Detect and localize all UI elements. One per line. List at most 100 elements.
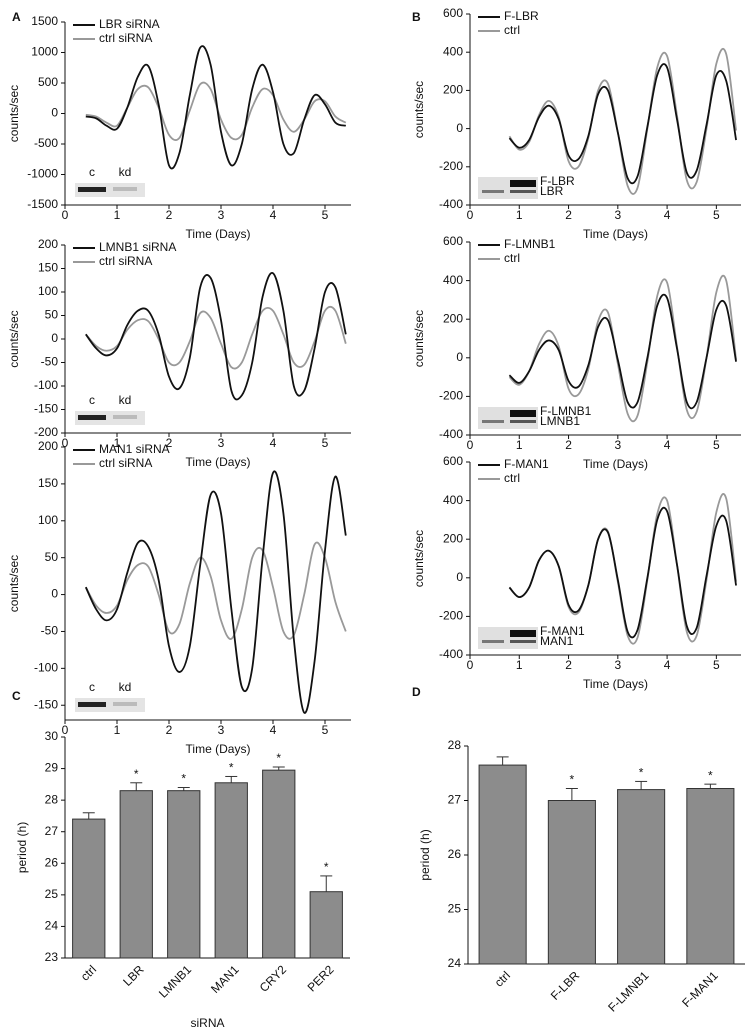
- series-line: [508, 63, 737, 185]
- x-tick-label: 1: [516, 658, 523, 672]
- y-tick-label: -150: [34, 402, 58, 416]
- x-tick-label: 1: [516, 438, 523, 452]
- significance-mark: *: [324, 860, 329, 874]
- y-tick-label: 500: [38, 75, 58, 89]
- y-axis-title: counts/sec: [412, 530, 426, 587]
- y-tick-label: 0: [456, 121, 463, 135]
- x-tick-label: 4: [664, 438, 671, 452]
- y-tick-label: 26: [448, 847, 462, 861]
- x-axis-title: Time (Days): [186, 227, 251, 241]
- blot-band: [113, 187, 137, 191]
- x-tick-label: PER2: [305, 962, 337, 994]
- x-tick-label: 0: [467, 658, 474, 672]
- y-tick-label: -400: [439, 427, 463, 441]
- x-tick-label: 0: [467, 438, 474, 452]
- inset-label: c: [89, 393, 95, 407]
- blot-band: [482, 420, 504, 423]
- y-tick-label: 200: [443, 83, 463, 97]
- inset-label: c: [89, 680, 95, 694]
- y-tick-label: -50: [41, 355, 59, 369]
- blot: [75, 411, 145, 425]
- legend-label: ctrl: [504, 471, 520, 485]
- inset-label: MAN1: [540, 634, 574, 648]
- x-tick-label: 0: [62, 723, 69, 737]
- series-line: [508, 293, 737, 410]
- y-tick-label: -1500: [27, 197, 58, 211]
- x-tick-label: 3: [218, 723, 225, 737]
- y-tick-label: 200: [443, 531, 463, 545]
- x-tick-label: 1: [114, 208, 121, 222]
- y-tick-label: 27: [448, 793, 462, 807]
- series-line: [508, 274, 737, 423]
- x-tick-label: 1: [516, 208, 523, 222]
- x-tick-label: 3: [614, 438, 621, 452]
- y-tick-label: 400: [443, 493, 463, 507]
- y-tick-label: 400: [443, 44, 463, 58]
- inset-label: F-LMNB1: [540, 404, 592, 418]
- y-tick-label: 600: [443, 234, 463, 248]
- inset-label: F-LBR: [540, 174, 575, 188]
- series-line: [508, 48, 737, 195]
- series-line: [508, 506, 737, 639]
- y-tick-label: 24: [45, 919, 59, 933]
- y-tick-label: 0: [456, 570, 463, 584]
- inset-label: c: [89, 165, 95, 179]
- y-tick-label: 1500: [31, 14, 58, 28]
- x-tick-label: ctrl: [492, 968, 513, 989]
- legend-label: F-LBR: [504, 9, 539, 23]
- x-axis-title: siRNA: [190, 1016, 224, 1030]
- legend-label: ctrl: [504, 251, 520, 265]
- significance-mark: *: [276, 751, 281, 765]
- legend-label: F-LMNB1: [504, 237, 556, 251]
- y-tick-label: 28: [448, 738, 462, 752]
- series-line: [85, 541, 347, 640]
- y-tick-label: 200: [443, 311, 463, 325]
- y-tick-label: 26: [45, 855, 59, 869]
- x-tick-label: 2: [565, 208, 572, 222]
- y-axis-title: period (h): [418, 829, 432, 880]
- x-tick-label: LMNB1: [156, 962, 194, 1000]
- y-tick-label: 1000: [31, 45, 58, 59]
- y-tick-label: 0: [456, 350, 463, 364]
- y-tick-label: 29: [45, 761, 59, 775]
- x-tick-label: 0: [467, 208, 474, 222]
- blot-band: [482, 190, 504, 193]
- y-tick-label: 400: [443, 273, 463, 287]
- x-tick-label: 5: [713, 438, 720, 452]
- bar: [309, 891, 343, 959]
- y-tick-label: 600: [443, 454, 463, 468]
- x-tick-label: 2: [565, 438, 572, 452]
- y-tick-label: 23: [45, 950, 59, 964]
- blot-band: [78, 415, 106, 420]
- legend-label: LMNB1 siRNA: [99, 240, 176, 254]
- y-tick-label: 50: [45, 550, 59, 564]
- blot-band: [482, 640, 504, 643]
- x-axis-title: Time (Days): [583, 457, 648, 471]
- y-tick-label: 0: [51, 106, 58, 120]
- significance-mark: *: [134, 767, 139, 781]
- x-tick-label: 5: [322, 208, 329, 222]
- y-tick-label: 28: [45, 792, 59, 806]
- inset-label: kd: [119, 680, 132, 694]
- blot-band: [510, 190, 536, 193]
- blot: [75, 183, 145, 197]
- bar: [119, 790, 153, 959]
- x-tick-label: 5: [713, 658, 720, 672]
- y-axis-title: counts/sec: [7, 310, 21, 367]
- y-tick-label: 25: [45, 887, 59, 901]
- y-tick-label: -200: [439, 389, 463, 403]
- inset-label: LMNB1: [540, 414, 580, 428]
- y-tick-label: -1000: [27, 167, 58, 181]
- bar: [686, 788, 735, 965]
- y-tick-label: 30: [45, 729, 59, 743]
- x-tick-label: 2: [166, 436, 173, 450]
- blot: [75, 698, 145, 712]
- inset-label: LBR: [540, 184, 564, 198]
- x-tick-label: 3: [614, 658, 621, 672]
- x-tick-label: LBR: [120, 962, 147, 989]
- y-axis-title: period (h): [15, 822, 29, 873]
- legend-label: ctrl siRNA: [99, 456, 152, 470]
- x-tick-label: 4: [664, 658, 671, 672]
- bar: [167, 790, 201, 959]
- legend-label: ctrl siRNA: [99, 254, 152, 268]
